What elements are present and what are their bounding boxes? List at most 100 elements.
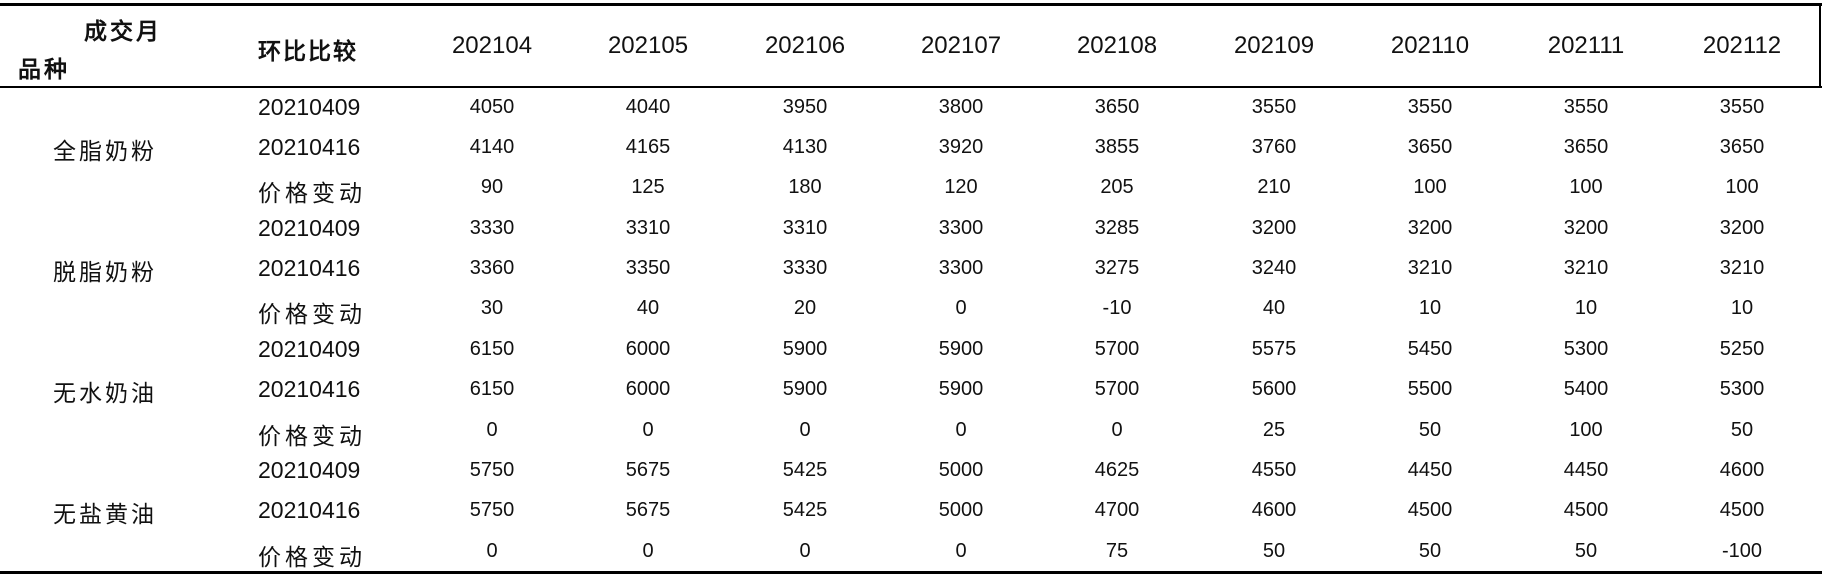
table-cell: 3200 — [1719, 217, 1765, 239]
table-cell: 5675 — [625, 499, 671, 521]
table-cell: 3300 — [938, 257, 984, 279]
table-cell: 3650 — [1094, 96, 1140, 118]
table-cell: 3275 — [1094, 257, 1140, 279]
snapshot-date-label: 20210409 — [258, 457, 361, 483]
table-cell: 50 — [1574, 540, 1598, 562]
table-cell: 4625 — [1094, 459, 1140, 481]
month-header: 202104 — [451, 32, 533, 59]
table-cell: 6000 — [625, 378, 671, 400]
table-cell: 3350 — [625, 257, 671, 279]
snapshot-date-label: 20210416 — [258, 376, 361, 402]
table-cell: 205 — [1100, 176, 1134, 198]
table-cell: 120 — [944, 176, 978, 198]
table-cell: 0 — [486, 540, 498, 562]
table-cell: 50 — [1262, 540, 1286, 562]
table-cell: 3200 — [1407, 217, 1453, 239]
product-name: 无水奶油 — [53, 381, 157, 407]
table-cell: 3550 — [1251, 96, 1297, 118]
table-cell: 3210 — [1719, 257, 1765, 279]
month-header: 202107 — [920, 32, 1002, 59]
table-cell: 5575 — [1251, 338, 1297, 360]
table-cell: 3210 — [1407, 257, 1453, 279]
table-cell: 0 — [642, 419, 654, 441]
table-cell: 0 — [955, 419, 967, 441]
product-name: 无盐黄油 — [53, 502, 157, 528]
table-cell: 5750 — [469, 459, 515, 481]
header-right-border — [1819, 6, 1821, 88]
month-header: 202109 — [1233, 32, 1315, 59]
table-cell: 10 — [1574, 297, 1598, 319]
table-cell: 5900 — [938, 378, 984, 400]
snapshot-date-label: 20210409 — [258, 336, 361, 362]
table-cell: 10 — [1418, 297, 1442, 319]
table-cell: 4600 — [1719, 459, 1765, 481]
table-cell: 5700 — [1094, 338, 1140, 360]
month-header: 202108 — [1076, 32, 1158, 59]
month-header: 202105 — [607, 32, 689, 59]
compare-column-header: 环比比较 — [258, 38, 358, 65]
snapshot-date-label: 20210416 — [258, 497, 361, 523]
table-cell: 3950 — [782, 96, 828, 118]
table-cell: 50 — [1418, 540, 1442, 562]
table-cell: 40 — [1262, 297, 1286, 319]
table-cell: 4700 — [1094, 499, 1140, 521]
header-rule — [0, 86, 1822, 88]
table-cell: 3550 — [1563, 96, 1609, 118]
table-cell: 5300 — [1719, 378, 1765, 400]
table-cell: 3650 — [1407, 136, 1453, 158]
table-cell: 5900 — [782, 338, 828, 360]
table-cell: 3650 — [1719, 136, 1765, 158]
table-cell: 0 — [1111, 419, 1123, 441]
snapshot-date-label: 20210416 — [258, 255, 361, 281]
table-cell: -100 — [1721, 540, 1763, 562]
table-cell: 3310 — [782, 217, 828, 239]
table-cell: 125 — [631, 176, 665, 198]
table-cell: 5425 — [782, 499, 828, 521]
table-cell: -10 — [1102, 297, 1132, 319]
table-cell: 180 — [788, 176, 822, 198]
table-cell: 5500 — [1407, 378, 1453, 400]
table-cell: 3330 — [469, 217, 515, 239]
table-cell: 3650 — [1563, 136, 1609, 158]
table-cell: 5900 — [782, 378, 828, 400]
price-change-label: 价格变动 — [258, 545, 366, 571]
table-cell: 3200 — [1251, 217, 1297, 239]
product-name: 脱脂奶粉 — [53, 260, 157, 286]
table-cell: 4500 — [1407, 499, 1453, 521]
table-cell: 5600 — [1251, 378, 1297, 400]
table-cell: 3920 — [938, 136, 984, 158]
table-cell: 5900 — [938, 338, 984, 360]
price-change-label: 价格变动 — [258, 424, 366, 450]
table-cell: 5300 — [1563, 338, 1609, 360]
table-cell: 4450 — [1563, 459, 1609, 481]
table-cell: 3240 — [1251, 257, 1297, 279]
table-cell: 3310 — [625, 217, 671, 239]
table-cell: 5000 — [938, 459, 984, 481]
snapshot-date-label: 20210409 — [258, 215, 361, 241]
table-cell: 10 — [1730, 297, 1754, 319]
table-cell: 4500 — [1563, 499, 1609, 521]
table-cell: 6150 — [469, 338, 515, 360]
table-cell: 0 — [799, 419, 811, 441]
table-cell: 4550 — [1251, 459, 1297, 481]
table-cell: 3760 — [1251, 136, 1297, 158]
price-change-label: 价格变动 — [258, 302, 366, 328]
table-cell: 5750 — [469, 499, 515, 521]
table-cell: 50 — [1730, 419, 1754, 441]
table-cell: 25 — [1262, 419, 1286, 441]
table-cell: 100 — [1569, 176, 1603, 198]
table-cell: 3330 — [782, 257, 828, 279]
table-cell: 40 — [636, 297, 660, 319]
table-cell: 3285 — [1094, 217, 1140, 239]
corner-header-product: 品种 — [18, 56, 70, 83]
table-cell: 3550 — [1719, 96, 1765, 118]
table-cell: 100 — [1413, 176, 1447, 198]
table-cell: 3855 — [1094, 136, 1140, 158]
table-cell: 6150 — [469, 378, 515, 400]
table-cell: 4050 — [469, 96, 515, 118]
table-cell: 4140 — [469, 136, 515, 158]
table-cell: 4165 — [625, 136, 671, 158]
table-cell: 90 — [480, 176, 504, 198]
snapshot-date-label: 20210409 — [258, 94, 361, 120]
